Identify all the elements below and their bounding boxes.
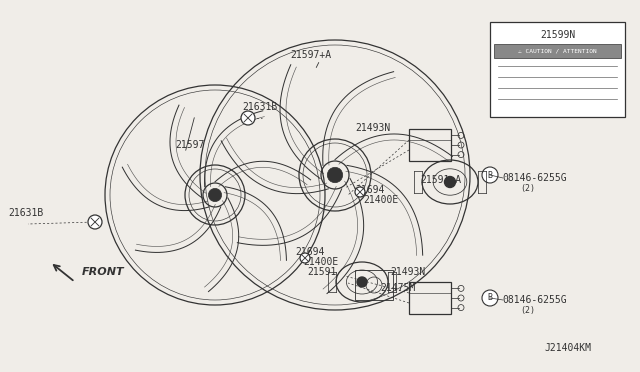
Text: J21404KM: J21404KM <box>544 343 591 353</box>
Text: 21591+A: 21591+A <box>420 175 461 185</box>
Text: 21694: 21694 <box>355 185 385 195</box>
Bar <box>355 270 393 300</box>
Text: 21400E: 21400E <box>363 195 398 205</box>
Bar <box>409 282 451 314</box>
Text: (2): (2) <box>520 183 535 192</box>
Text: 21599N: 21599N <box>540 30 575 40</box>
Bar <box>494 44 621 58</box>
Circle shape <box>327 167 342 183</box>
Text: 21493N: 21493N <box>355 123 390 133</box>
Circle shape <box>482 167 498 183</box>
Text: 21694: 21694 <box>295 247 324 257</box>
Text: 21631B: 21631B <box>8 208 44 218</box>
Text: 21475M: 21475M <box>380 283 415 293</box>
Text: ⚠ CAUTION / ATTENTION: ⚠ CAUTION / ATTENTION <box>518 48 597 54</box>
Circle shape <box>209 188 221 202</box>
Circle shape <box>357 277 367 287</box>
Bar <box>490 22 625 117</box>
Text: 21493N: 21493N <box>390 267 425 277</box>
Circle shape <box>482 290 498 306</box>
Bar <box>409 129 451 161</box>
Circle shape <box>445 176 456 187</box>
Text: 08146-6255G: 08146-6255G <box>502 173 566 183</box>
Circle shape <box>355 187 365 197</box>
Text: FRONT: FRONT <box>82 267 125 277</box>
Text: 08146-6255G: 08146-6255G <box>502 295 566 305</box>
Text: (2): (2) <box>520 305 535 314</box>
Text: 21400E: 21400E <box>303 257 339 267</box>
Text: 21597: 21597 <box>175 140 204 150</box>
Text: B: B <box>488 294 493 302</box>
Circle shape <box>88 215 102 229</box>
Text: 21599N: 21599N <box>538 30 573 40</box>
Circle shape <box>241 111 255 125</box>
Text: 21631B: 21631B <box>242 102 277 112</box>
Circle shape <box>300 253 310 263</box>
Text: 21591: 21591 <box>307 267 337 277</box>
Text: 21597+A: 21597+A <box>290 50 331 60</box>
Text: B: B <box>488 170 493 180</box>
